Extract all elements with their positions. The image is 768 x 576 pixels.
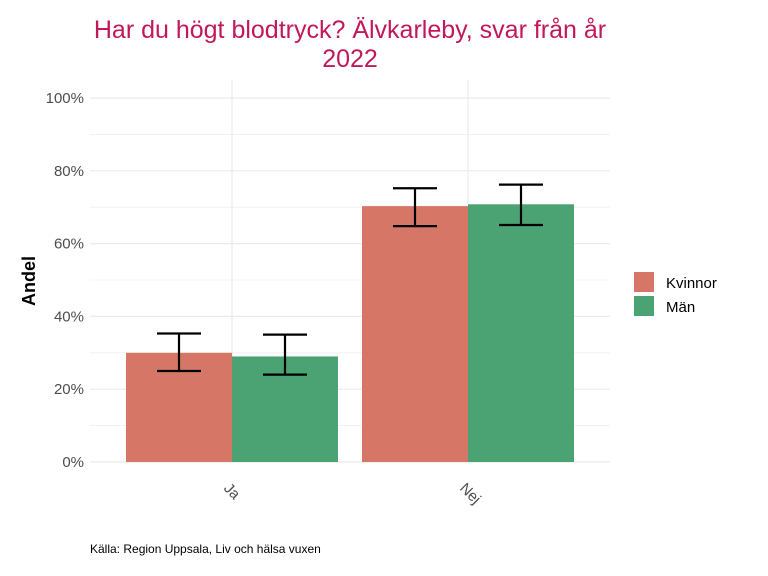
y-tick-label: 80% — [54, 163, 84, 180]
bars — [126, 204, 574, 462]
chart-title-line-2: 2022 — [322, 45, 378, 73]
chart-title-line-1: Har du högt blodtryck? Älvkarleby, svar … — [94, 16, 606, 44]
legend: Kvinnor Män — [634, 272, 717, 316]
bar-kvinnor-nej — [362, 206, 468, 462]
y-axis-title: Andel — [19, 256, 39, 306]
legend-label-kvinnor: Kvinnor — [666, 275, 717, 292]
x-tick-label: Ja — [220, 480, 244, 504]
x-tick-label: Nej — [456, 480, 484, 508]
y-tick-label: 40% — [54, 308, 84, 325]
legend-label-män: Män — [666, 299, 695, 316]
legend-key-kvinnor — [634, 272, 654, 292]
error-bar-kvinnor-nej — [393, 187, 437, 228]
y-tick-label: 100% — [46, 90, 84, 107]
error-bar-kvinnor-ja — [157, 332, 201, 373]
x-axis-tick-labels: Ja Nej — [220, 480, 484, 508]
y-tick-label: 20% — [54, 381, 84, 398]
error-bars — [157, 183, 543, 376]
y-tick-label: 0% — [62, 454, 84, 471]
y-axis-tick-labels: 0% 20% 40% 60% 80% 100% — [46, 90, 84, 471]
chart-title: Har du högt blodtryck? Älvkarleby, svar … — [94, 16, 606, 73]
bar-män-nej — [468, 204, 574, 462]
y-tick-label: 60% — [54, 236, 84, 253]
legend-key-män — [634, 296, 654, 316]
error-bar-män-nej — [499, 183, 543, 227]
source-caption: Källa: Region Uppsala, Liv och hälsa vux… — [90, 542, 321, 556]
error-bar-män-ja — [263, 333, 307, 376]
